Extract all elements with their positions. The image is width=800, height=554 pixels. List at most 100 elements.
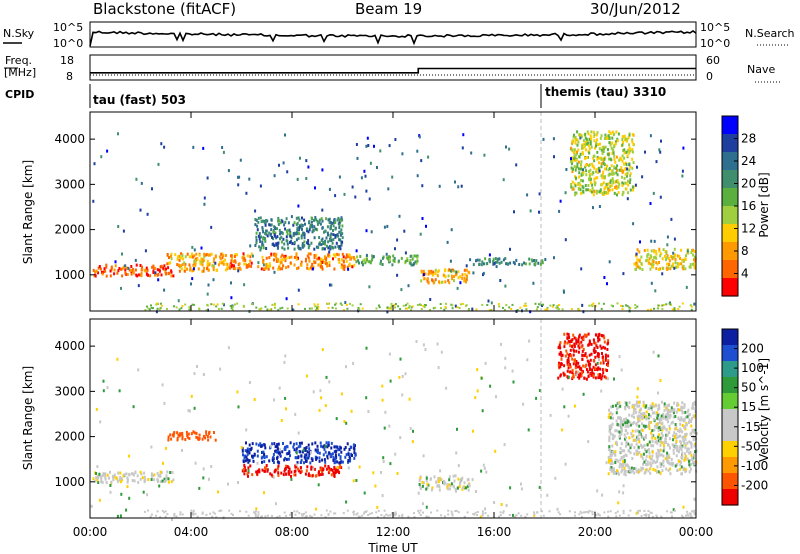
data-cell xyxy=(651,450,654,454)
data-cell xyxy=(126,478,129,482)
data-cell xyxy=(331,306,334,309)
colorbar-tick-label: 8 xyxy=(741,244,749,258)
data-cell xyxy=(443,515,446,518)
data-cell xyxy=(691,428,694,432)
data-cell xyxy=(580,345,583,349)
data-cell xyxy=(276,467,279,471)
data-cell xyxy=(362,512,365,515)
data-cell xyxy=(230,296,233,300)
data-cell xyxy=(660,252,663,256)
data-cell xyxy=(212,266,215,270)
data-cell xyxy=(656,455,659,459)
data-cell xyxy=(611,404,614,408)
data-cell xyxy=(285,464,288,468)
data-cell xyxy=(337,216,340,220)
data-cell xyxy=(678,430,681,434)
data-cell xyxy=(484,512,487,515)
data-cell xyxy=(447,509,450,512)
data-cell xyxy=(679,445,682,449)
data-cell xyxy=(658,268,660,271)
data-cell xyxy=(626,171,629,175)
data-cell xyxy=(100,475,103,479)
data-cell xyxy=(232,260,235,264)
data-cell xyxy=(288,228,291,232)
data-cell xyxy=(307,473,310,477)
data-cell xyxy=(580,373,583,377)
data-cell xyxy=(499,511,502,514)
data-cell xyxy=(603,336,606,340)
y-tick-label: 2000 xyxy=(54,430,85,444)
data-cell xyxy=(422,305,425,308)
data-cell xyxy=(647,514,650,516)
data-cell xyxy=(270,228,273,232)
data-cell xyxy=(387,255,390,259)
data-cell xyxy=(505,304,508,307)
data-cell xyxy=(651,515,654,518)
data-cell xyxy=(625,429,628,433)
data-cell xyxy=(572,187,575,191)
data-cell xyxy=(188,306,191,309)
data-cell xyxy=(596,368,599,372)
data-cell xyxy=(206,176,209,180)
data-cell xyxy=(276,235,279,239)
data-cell xyxy=(678,254,681,258)
data-cell xyxy=(455,509,458,512)
data-cell xyxy=(628,443,631,447)
data-cell xyxy=(566,336,569,340)
data-cell xyxy=(678,262,681,266)
data-cell xyxy=(170,252,173,256)
data-cell xyxy=(246,458,249,462)
data-cell xyxy=(595,144,597,148)
data-cell xyxy=(557,308,560,311)
data-cell xyxy=(170,254,172,258)
data-cell xyxy=(437,477,440,481)
data-cell xyxy=(287,470,290,474)
data-cell xyxy=(582,170,585,174)
data-cell xyxy=(263,443,266,447)
data-cell xyxy=(574,360,576,364)
data-cell xyxy=(393,514,396,517)
data-cell xyxy=(461,476,464,480)
data-cell xyxy=(341,224,344,228)
data-cell xyxy=(274,231,277,235)
data-cell xyxy=(256,469,259,473)
data-cell xyxy=(602,334,605,338)
data-cell xyxy=(612,172,615,176)
data-cell xyxy=(622,484,625,488)
data-cell xyxy=(130,265,133,268)
data-cell xyxy=(229,263,232,267)
data-cell xyxy=(467,309,470,311)
data-cell xyxy=(318,456,321,460)
data-cell xyxy=(694,512,696,515)
data-cell xyxy=(597,352,600,356)
data-cell xyxy=(455,489,457,493)
data-cell xyxy=(601,172,604,176)
data-cell xyxy=(600,162,603,166)
data-cell xyxy=(462,486,465,490)
data-cell xyxy=(660,426,663,430)
colorbar-swatch xyxy=(722,377,738,394)
data-cell xyxy=(153,473,156,477)
data-cell xyxy=(202,269,205,273)
data-cell xyxy=(447,513,450,516)
data-cell xyxy=(541,259,544,263)
data-cell xyxy=(679,463,682,467)
data-cell xyxy=(623,466,626,470)
data-cell xyxy=(255,218,258,222)
data-cell xyxy=(578,346,581,350)
data-cell xyxy=(564,354,567,358)
data-cell xyxy=(273,233,276,237)
data-cell xyxy=(145,266,148,270)
data-cell xyxy=(219,367,222,371)
data-cell xyxy=(272,229,275,232)
data-cell xyxy=(280,259,283,263)
data-cell xyxy=(649,202,652,205)
data-cell xyxy=(598,147,601,151)
data-cell xyxy=(563,364,566,368)
data-cell xyxy=(453,269,456,273)
data-cell xyxy=(221,252,224,256)
data-cell xyxy=(648,420,651,424)
data-cell xyxy=(629,174,632,178)
data-cell xyxy=(532,281,535,285)
data-cell xyxy=(691,457,693,461)
